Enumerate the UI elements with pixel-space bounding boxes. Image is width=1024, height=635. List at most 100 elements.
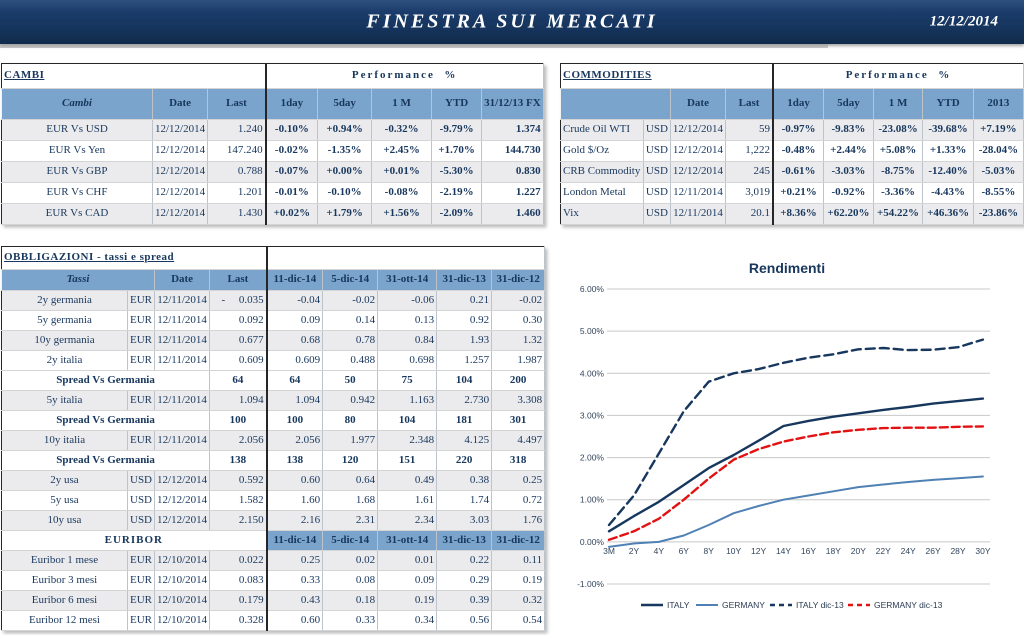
- series-italy: [607, 397, 985, 533]
- table-row: Euribor 3 mesi EUR 12/10/2014 0.083 0.33 0.08…: [1, 570, 546, 591]
- cell: EUR: [126, 430, 156, 451]
- cell: 220: [436, 450, 493, 471]
- cell: 1.32: [491, 330, 546, 351]
- cell: Performance %: [771, 63, 1024, 89]
- cell: 0.84: [377, 330, 438, 351]
- cell: Tassi: [0, 269, 156, 291]
- table-row: EUR Vs USD 12/12/2014 1.240 -0.10% +0.94% -0.…: [1, 119, 544, 141]
- cell: 1.094: [265, 390, 324, 411]
- cell: -0.02: [491, 290, 546, 311]
- cell: 64: [265, 370, 324, 391]
- cell: 200: [491, 370, 546, 391]
- cell: 31-dic-12: [491, 530, 546, 551]
- cell: 1.430: [207, 203, 267, 225]
- cell: 0.56: [436, 610, 493, 631]
- cell: -12.40%: [922, 161, 974, 183]
- cell: 0.698: [377, 350, 438, 371]
- cell: 5day: [317, 88, 373, 120]
- table-row: 10y usa USD 12/12/2014 2.150 2.16 2.31 2.34 3.0…: [1, 510, 546, 531]
- table-row: Euribor 6 mesi EUR 12/10/2014 0.179 0.43 0.18…: [1, 590, 546, 611]
- cell: +0.21%: [771, 182, 825, 204]
- cell: 0.25: [491, 470, 546, 491]
- x-axis-label: 3M: [603, 546, 615, 556]
- table-row: EUR Vs Yen 12/12/2014 147.240 -0.02% -1.35% +…: [1, 140, 544, 162]
- cell: London Metal: [560, 182, 644, 204]
- cell: 1.163: [377, 390, 438, 411]
- cell: -8.75%: [873, 161, 924, 183]
- cell: 2y germania: [1, 290, 128, 311]
- cell: 12/12/2014: [154, 470, 211, 491]
- cell: 1.201: [207, 182, 267, 204]
- cell: USD: [642, 140, 671, 162]
- series-italy-dic-13: [607, 338, 985, 527]
- x-axis-label: 24Y: [901, 546, 916, 556]
- cell: EUR: [126, 310, 156, 331]
- report-title: FINESTRA SUI MERCATI: [366, 10, 658, 33]
- cell: 12/10/2014: [154, 550, 211, 571]
- cell: -0.02%: [264, 140, 319, 162]
- banner-shadow: [0, 44, 828, 48]
- cell: 2.34: [377, 510, 438, 531]
- title-bar: FINESTRA SUI MERCATI 12/12/2014: [0, 0, 1024, 44]
- x-axis-label: 2Y: [629, 546, 640, 556]
- cell: 0.788: [207, 161, 267, 183]
- cell: Spread Vs Germania: [1, 370, 211, 391]
- cell: 318: [491, 450, 546, 471]
- cell: 0.830: [481, 161, 544, 183]
- cell: USD: [126, 490, 156, 511]
- table-row: 5y usa USD 12/12/2014 1.582 1.60 1.68 1.61 1.74…: [1, 490, 546, 511]
- cell: 64: [209, 370, 268, 391]
- cell: Gold $/Oz: [560, 140, 644, 162]
- y-axis-label: 0.00%: [580, 537, 605, 547]
- cell: 2.16: [265, 510, 324, 531]
- cell: 0.22: [436, 550, 493, 571]
- cell: 1.582: [209, 490, 268, 511]
- y-axis-label: 5.00%: [580, 326, 605, 336]
- cell: Date: [669, 88, 727, 120]
- cell: USD: [126, 510, 156, 531]
- cell: 12/11/2014: [670, 182, 727, 204]
- cell: 3.03: [436, 510, 493, 531]
- table-row: 10y italia EUR 12/11/2014 2.056 2.056 1.977 2.…: [1, 430, 546, 451]
- x-axis-label: 4Y: [654, 546, 665, 556]
- cell: 2.348: [377, 430, 438, 451]
- cell: 0.488: [322, 350, 379, 371]
- cell: +54.22%: [873, 203, 924, 225]
- cell: +2.44%: [823, 140, 874, 162]
- cell: -0.32%: [371, 119, 433, 141]
- cell: 138: [265, 450, 324, 471]
- cell: 12/12/2014: [152, 203, 209, 225]
- cell: -8.55%: [973, 182, 1024, 204]
- cell: 0.08: [322, 570, 379, 591]
- cell: 1day: [264, 88, 319, 120]
- cell: 0.49: [377, 470, 438, 491]
- cell: 0.13: [377, 310, 438, 331]
- cell: 138: [209, 450, 268, 471]
- cell: 11-dic-14: [265, 269, 324, 291]
- cell: 1.987: [491, 350, 546, 371]
- cell: EUR: [126, 590, 156, 611]
- cell: EUR Vs CAD: [1, 203, 153, 225]
- cell: +46.36%: [922, 203, 974, 225]
- cell: 100: [209, 410, 268, 431]
- table-row: 2y germania EUR 12/11/2014- 0.035 -0.04 -0.0…: [1, 290, 546, 311]
- cell: 12/12/2014: [152, 161, 209, 183]
- cell: 59: [725, 119, 774, 141]
- table-row: EUR Vs CAD 12/12/2014 1.430 +0.02% +1.79% +1.…: [1, 203, 544, 225]
- cell: -23.86%: [973, 203, 1024, 225]
- x-axis-label: 16Y: [801, 546, 816, 556]
- y-axis-label: 1.00%: [580, 495, 605, 505]
- cell: 2y italia: [1, 350, 128, 371]
- cell: -0.02: [322, 290, 379, 311]
- cell: 31-dic-13: [436, 269, 493, 291]
- cell: 1 M: [872, 88, 924, 120]
- cell: YTD: [431, 88, 483, 120]
- cell: 12/12/2014: [670, 140, 727, 162]
- cell: 12/12/2014: [152, 140, 209, 162]
- cell: 0.68: [265, 330, 324, 351]
- cell: -9.83%: [823, 119, 874, 141]
- cell: USD: [642, 161, 671, 183]
- bonds-table: OBBLIGAZIONI - tassi e spread Tassi Date La…: [0, 246, 546, 631]
- cell: 3,019: [725, 182, 774, 204]
- cell: USD: [642, 203, 671, 225]
